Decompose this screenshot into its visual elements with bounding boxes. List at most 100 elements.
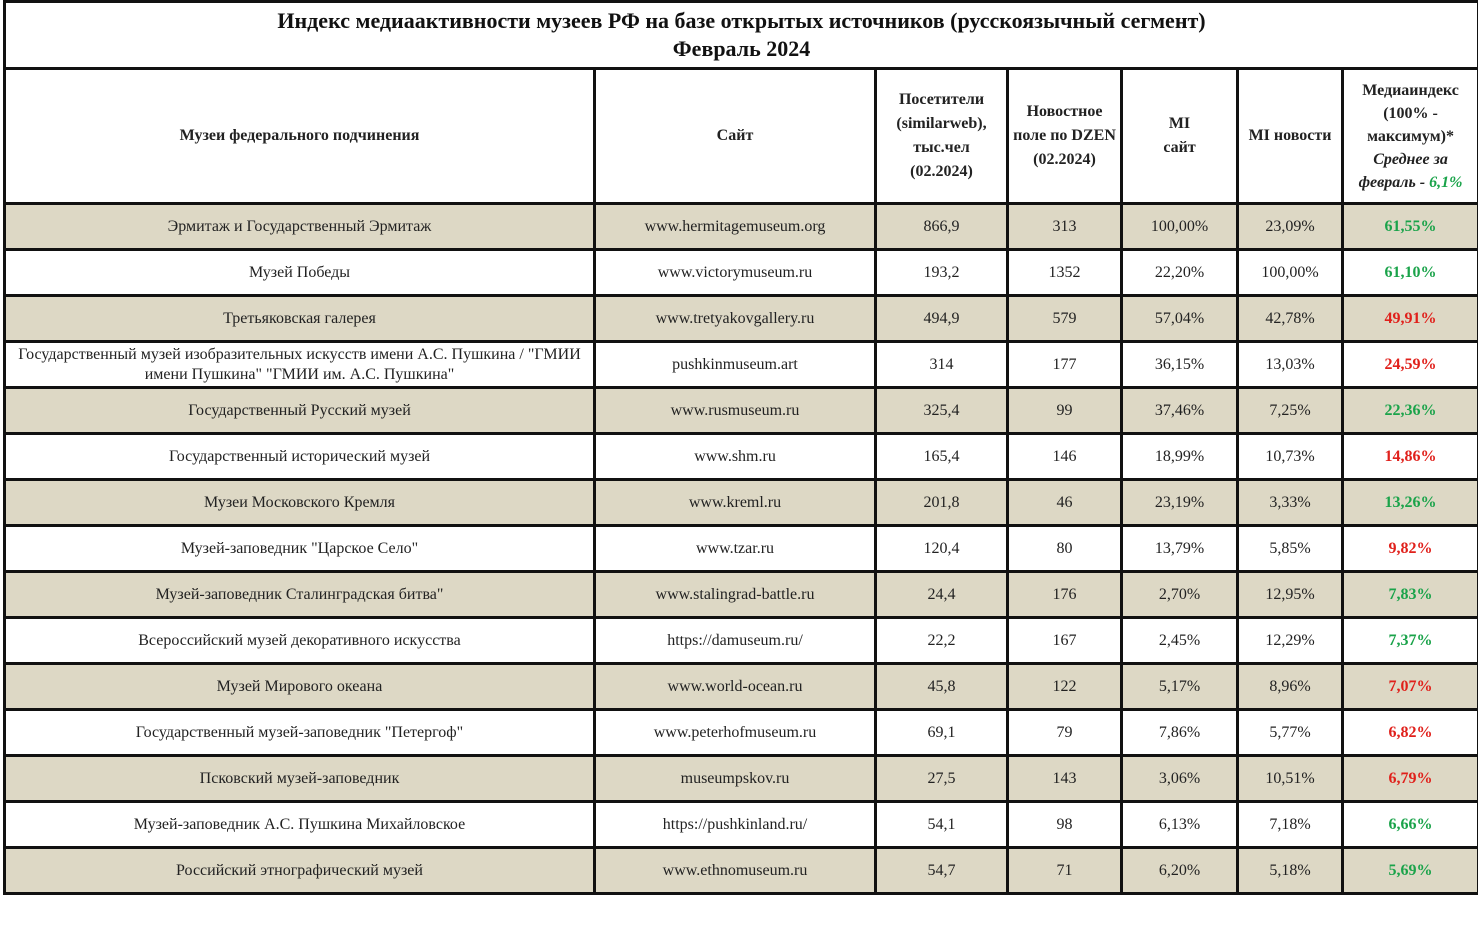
mi-news-value: 10,73% bbox=[1236, 432, 1344, 481]
mediaindex-value: 49,91% bbox=[1340, 294, 1478, 343]
mi-news-value: 23,09% bbox=[1236, 202, 1344, 251]
news-value: 146 bbox=[1006, 432, 1123, 481]
mi-site-value: 18,99% bbox=[1120, 432, 1239, 481]
visitors-value: 866,9 bbox=[874, 202, 1009, 251]
table-row: Музей-заповедник "Царское Село" www.tzar.… bbox=[3, 524, 1478, 573]
table-row: Государственный Русский музей www.rusmuse… bbox=[3, 386, 1478, 435]
mi-site-value: 6,13% bbox=[1120, 800, 1239, 849]
header-mi-site: MI сайт bbox=[1120, 67, 1239, 205]
news-value: 167 bbox=[1006, 616, 1123, 665]
site-url: www.world-ocean.ru bbox=[593, 662, 877, 711]
table-row: Государственный исторический музей www.sh… bbox=[3, 432, 1478, 481]
mediaindex-value: 6,82% bbox=[1340, 708, 1478, 757]
site-url: www.ethnomuseum.ru bbox=[593, 846, 877, 895]
table-row: Российский этнографический музей www.ethn… bbox=[3, 846, 1478, 895]
news-value: 79 bbox=[1006, 708, 1123, 757]
site-url: www.shm.ru bbox=[593, 432, 877, 481]
table-row: Третьяковская галерея www.tretyakovgaller… bbox=[3, 294, 1478, 343]
mi-site-value: 6,20% bbox=[1120, 846, 1239, 895]
mediaindex-value: 6,66% bbox=[1340, 800, 1478, 849]
header-museum: Музеи федерального подчинения bbox=[3, 67, 596, 205]
table-row: Музей Победы www.victorymuseum.ru 193,2 135… bbox=[3, 248, 1478, 297]
visitors-value: 314 bbox=[874, 340, 1009, 389]
visitors-value: 201,8 bbox=[874, 478, 1009, 527]
museum-name: Третьяковская галерея bbox=[3, 294, 596, 343]
museum-name: Всероссийский музей декоративного искусс… bbox=[3, 616, 596, 665]
site-url: www.hermitagemuseum.org bbox=[593, 202, 877, 251]
table-row: Музей-заповедник А.С. Пушкина Михайловск… bbox=[3, 800, 1478, 849]
mi-site-value: 5,17% bbox=[1120, 662, 1239, 711]
news-value: 579 bbox=[1006, 294, 1123, 343]
table-row: Эрмитаж и Государственный Эрмитаж www.her… bbox=[3, 202, 1478, 251]
site-url: www.kreml.ru bbox=[593, 478, 877, 527]
mediaindex-value: 24,59% bbox=[1340, 340, 1478, 389]
mi-site-value: 2,45% bbox=[1120, 616, 1239, 665]
visitors-value: 120,4 bbox=[874, 524, 1009, 573]
museum-name: Государственный исторический музей bbox=[3, 432, 596, 481]
site-url: www.tretyakovgallery.ru bbox=[593, 294, 877, 343]
news-value: 143 bbox=[1006, 754, 1123, 803]
mediaindex-value: 61,10% bbox=[1340, 248, 1478, 297]
mi-news-value: 10,51% bbox=[1236, 754, 1344, 803]
mi-news-value: 5,18% bbox=[1236, 846, 1344, 895]
museum-name: Музей-заповедник "Царское Село" bbox=[3, 524, 596, 573]
museum-name: Государственный музей-заповедник "Петерг… bbox=[3, 708, 596, 757]
visitors-value: 54,1 bbox=[874, 800, 1009, 849]
mediaindex-value: 61,55% bbox=[1340, 202, 1478, 251]
site-url: pushkinmuseum.art bbox=[593, 340, 877, 389]
news-value: 80 bbox=[1006, 524, 1123, 573]
header-site: Сайт bbox=[593, 67, 877, 205]
museum-name: Государственный Русский музей bbox=[3, 386, 596, 435]
mediaindex-value: 7,07% bbox=[1340, 662, 1478, 711]
news-value: 1352 bbox=[1006, 248, 1123, 297]
mi-site-value: 3,06% bbox=[1120, 754, 1239, 803]
mediaindex-value: 14,86% bbox=[1340, 432, 1478, 481]
news-value: 122 bbox=[1006, 662, 1123, 711]
title-line-1: Индекс медиаактивности музеев РФ на базе… bbox=[277, 8, 1206, 33]
mediaindex-value: 9,82% bbox=[1340, 524, 1478, 573]
news-value: 98 bbox=[1006, 800, 1123, 849]
visitors-value: 54,7 bbox=[874, 846, 1009, 895]
museum-name: Музей-заповедник А.С. Пушкина Михайловск… bbox=[3, 800, 596, 849]
visitors-value: 22,2 bbox=[874, 616, 1009, 665]
media-index-table: Индекс медиаактивности музеев РФ на базе… bbox=[2, 0, 1478, 895]
table-row: Всероссийский музей декоративного искусс… bbox=[3, 616, 1478, 665]
mi-site-value: 23,19% bbox=[1120, 478, 1239, 527]
mi-news-value: 3,33% bbox=[1236, 478, 1344, 527]
museum-name: Музей Мирового океана bbox=[3, 662, 596, 711]
news-value: 176 bbox=[1006, 570, 1123, 619]
table-row: Государственный музей изобразительных ис… bbox=[3, 340, 1478, 389]
mi-news-value: 7,25% bbox=[1236, 386, 1344, 435]
site-url: www.victorymuseum.ru bbox=[593, 248, 877, 297]
museum-name: Музей-заповедник Сталинградская битва" bbox=[3, 570, 596, 619]
site-url: www.rusmuseum.ru bbox=[593, 386, 877, 435]
news-value: 313 bbox=[1006, 202, 1123, 251]
average-label: Среднее за февраль - bbox=[1358, 150, 1448, 191]
mediaindex-value: 13,26% bbox=[1340, 478, 1478, 527]
header-news: Новостное поле по DZEN (02.2024) bbox=[1006, 67, 1123, 205]
museum-name: Российский этнографический музей bbox=[3, 846, 596, 895]
mi-site-value: 22,20% bbox=[1120, 248, 1239, 297]
mediaindex-value: 7,83% bbox=[1340, 570, 1478, 619]
table-row: Музей Мирового океана www.world-ocean.ru 4… bbox=[3, 662, 1478, 711]
museum-name: Эрмитаж и Государственный Эрмитаж bbox=[3, 202, 596, 251]
mediaindex-value: 5,69% bbox=[1340, 846, 1478, 895]
mi-news-value: 13,03% bbox=[1236, 340, 1344, 389]
visitors-value: 24,4 bbox=[874, 570, 1009, 619]
site-url: www.stalingrad-battle.ru bbox=[593, 570, 877, 619]
mi-site-value: 36,15% bbox=[1120, 340, 1239, 389]
visitors-value: 45,8 bbox=[874, 662, 1009, 711]
average-value: 6,1% bbox=[1429, 173, 1463, 191]
mi-site-value: 37,46% bbox=[1120, 386, 1239, 435]
table-title: Индекс медиаактивности музеев РФ на базе… bbox=[2, 0, 1478, 70]
site-url: https://pushkinland.ru/ bbox=[593, 800, 877, 849]
header-mediaindex: Медиаиндекс (100% - максимум)* Среднее з… bbox=[1340, 67, 1478, 205]
museum-name: Государственный музей изобразительных ис… bbox=[3, 340, 596, 389]
visitors-value: 165,4 bbox=[874, 432, 1009, 481]
title-line-2: Февраль 2024 bbox=[672, 36, 811, 61]
news-value: 46 bbox=[1006, 478, 1123, 527]
visitors-value: 27,5 bbox=[874, 754, 1009, 803]
table-row: Музей-заповедник Сталинградская битва" ww… bbox=[3, 570, 1478, 619]
mi-news-value: 5,85% bbox=[1236, 524, 1344, 573]
mediaindex-value: 6,79% bbox=[1340, 754, 1478, 803]
